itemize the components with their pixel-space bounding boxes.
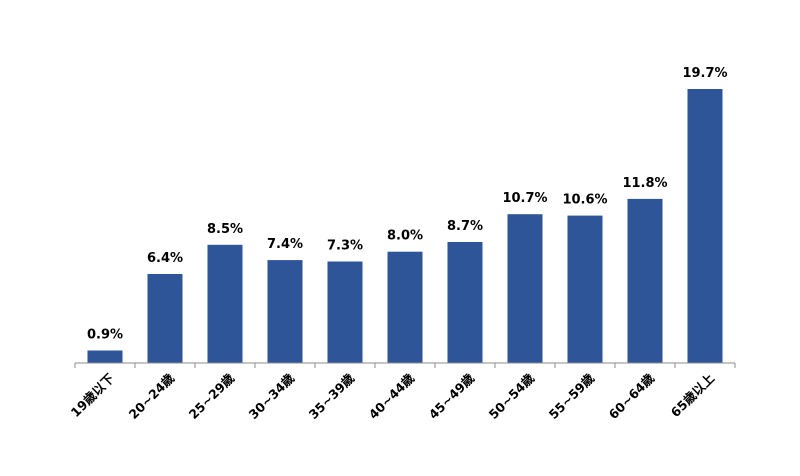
data-label-3: 8.5%	[207, 222, 243, 237]
data-label-10: 11.8%	[622, 176, 667, 191]
category-label-7: 45~49歳	[426, 370, 478, 422]
category-label-2: 20~24歳	[126, 370, 178, 422]
category-label-6: 40~44歳	[366, 370, 418, 422]
data-label-5: 7.3%	[327, 239, 363, 254]
bar-2	[147, 274, 183, 363]
bars-layer	[87, 89, 723, 363]
bar-8	[507, 214, 543, 363]
bar-6	[387, 251, 423, 363]
data-label-1: 0.9%	[87, 328, 123, 343]
category-label-1: 19歳以下	[68, 370, 118, 420]
category-label-10: 60~64歳	[606, 370, 658, 422]
bar-9	[567, 215, 603, 363]
data-label-9: 10.6%	[562, 193, 607, 208]
category-label-4: 30~34歳	[246, 370, 298, 422]
data-label-11: 19.7%	[682, 66, 727, 81]
category-label-3: 25~29歳	[186, 370, 238, 422]
data-label-7: 8.7%	[447, 219, 483, 234]
data-label-4: 7.4%	[267, 237, 303, 252]
data-label-6: 8.0%	[387, 229, 423, 244]
bar-10	[627, 198, 663, 363]
data-label-2: 6.4%	[147, 251, 183, 266]
x-axis-ticks	[74, 363, 736, 368]
category-label-5: 35~39歳	[306, 370, 358, 422]
bar-5	[327, 261, 363, 363]
value-labels-layer: 0.9% 6.4% 8.5% 7.4% 7.3% 8.0% 8.7% 10.7% 10.6% 11…	[87, 66, 728, 343]
bar-4	[267, 260, 303, 363]
bar-11	[687, 89, 723, 363]
x-axis-category-labels: 19歳以下 20~24歳 25~29歳 30~34歳 35~39歳 40~44歳 45~49…	[68, 370, 718, 422]
data-label-8: 10.7%	[502, 191, 547, 206]
category-label-9: 55~59歳	[546, 370, 598, 422]
bar-1	[87, 350, 123, 363]
category-label-8: 50~54歳	[486, 370, 538, 422]
bar-3	[207, 244, 243, 363]
bar-7	[447, 242, 483, 363]
category-label-11: 65歳以上	[668, 370, 718, 420]
